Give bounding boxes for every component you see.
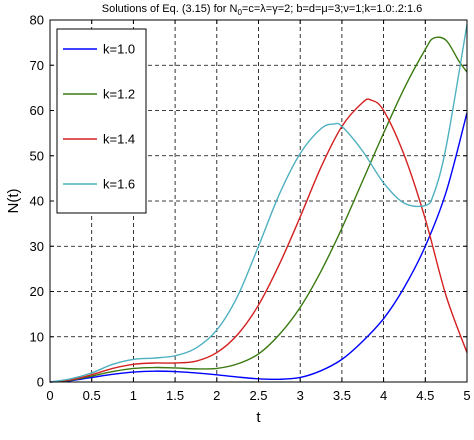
x-tick-label: 2.5 — [249, 388, 267, 403]
x-tick-label: 1 — [130, 388, 137, 403]
x-tick-label: 5 — [463, 388, 470, 403]
y-tick-label: 10 — [30, 329, 44, 344]
chart-title-rest: =c=λ=γ=2; b=d=μ=3;ν=1;k=1.0:.2:1.6 — [242, 3, 422, 15]
y-tick-label: 30 — [30, 239, 44, 254]
grid — [50, 20, 467, 382]
x-tick-label: 3.5 — [333, 388, 351, 403]
legend-label: k=1.0 — [103, 42, 135, 57]
legend-label: k=1.6 — [103, 177, 135, 192]
y-tick-label: 80 — [30, 13, 44, 28]
y-tick-label: 40 — [30, 194, 44, 209]
legend-box — [56, 28, 147, 214]
y-tick-label: 20 — [30, 284, 44, 299]
y-axis-label: N(t) — [5, 189, 22, 214]
y-tick-label: 0 — [37, 375, 44, 390]
y-tick-label: 50 — [30, 148, 44, 163]
series-line-3 — [49, 98, 468, 383]
legend: k=1.0 k=1.2 k=1.4 k=1.6 — [56, 28, 147, 214]
x-tick-label: 0 — [46, 388, 53, 403]
legend-label: k=1.4 — [103, 132, 135, 147]
chart-title-subscript: 0 — [237, 8, 242, 17]
x-tick-label: 0.5 — [83, 388, 101, 403]
x-tick-label: 3 — [297, 388, 304, 403]
x-tick-label: 2 — [213, 388, 220, 403]
chart-title-main: Solutions of Eq. (3.15) for N — [102, 3, 238, 15]
x-tick-label: 4 — [380, 388, 387, 403]
x-tick-label: 4.5 — [416, 388, 434, 403]
x-tick-label: 1.5 — [166, 388, 184, 403]
y-tick-label: 60 — [30, 103, 44, 118]
y-tick-label: 70 — [30, 58, 44, 73]
series-line-2 — [49, 36, 468, 383]
x-axis-label: t — [256, 409, 261, 426]
legend-label: k=1.2 — [103, 87, 135, 102]
chart-title: Solutions of Eq. (3.15) for N0=c=λ=γ=2; … — [102, 3, 423, 17]
series-line-4 — [49, 24, 468, 383]
